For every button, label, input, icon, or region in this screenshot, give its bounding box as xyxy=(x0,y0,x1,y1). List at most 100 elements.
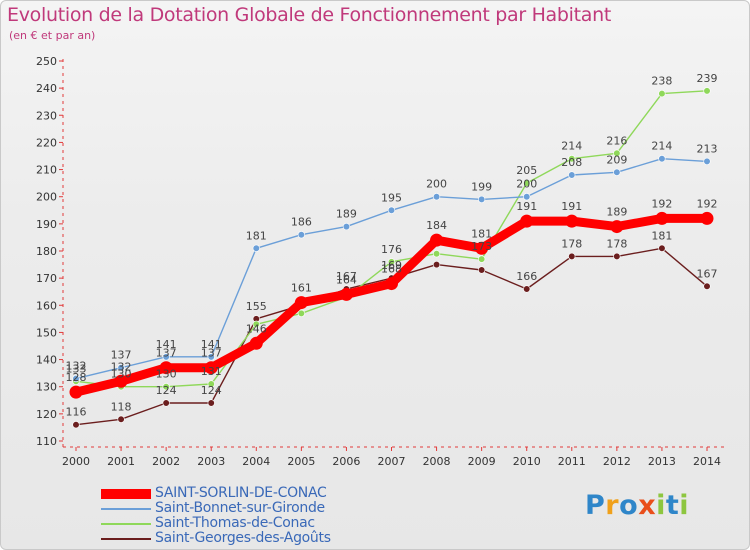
data-point xyxy=(297,231,305,239)
legend-swatch xyxy=(101,508,151,510)
data-label: 130 xyxy=(156,368,177,381)
data-point xyxy=(297,309,305,318)
data-point xyxy=(72,374,80,383)
data-point xyxy=(655,211,669,225)
x-tick-label: 2004 xyxy=(242,455,270,468)
data-label: 176 xyxy=(381,243,402,256)
data-label: 124 xyxy=(201,384,222,397)
data-point xyxy=(475,241,489,255)
data-point xyxy=(613,252,621,261)
x-tick-label: 2003 xyxy=(197,455,225,468)
data-label: 208 xyxy=(561,156,582,169)
data-label: 130 xyxy=(111,368,132,381)
data-label: 209 xyxy=(606,153,627,166)
data-label: 133 xyxy=(66,362,87,375)
data-label: 132 xyxy=(66,360,87,373)
y-tick-label: 190 xyxy=(36,218,57,231)
data-point xyxy=(114,374,128,388)
data-label: 195 xyxy=(381,191,402,204)
data-label: 167 xyxy=(697,267,718,280)
y-tick-label: 240 xyxy=(36,82,57,95)
y-tick-label: 140 xyxy=(36,354,57,367)
data-point xyxy=(568,171,576,179)
data-label: 192 xyxy=(651,197,672,210)
data-point xyxy=(432,260,441,269)
x-tick-label: 2002 xyxy=(152,455,180,468)
data-point xyxy=(478,195,486,204)
data-label: 186 xyxy=(291,216,312,229)
x-tick-label: 2009 xyxy=(468,455,496,468)
x-tick-label: 2011 xyxy=(558,455,586,468)
y-tick-label: 120 xyxy=(36,408,57,421)
data-label: 213 xyxy=(697,142,718,155)
data-label: 161 xyxy=(291,282,312,295)
data-label: 168 xyxy=(381,263,402,276)
data-label: 181 xyxy=(471,227,492,240)
data-label: 238 xyxy=(651,75,672,88)
y-tick-label: 180 xyxy=(36,245,57,258)
x-tick-label: 2010 xyxy=(513,455,541,468)
proxiti-logo: Proxiti xyxy=(585,490,690,521)
legend-swatch xyxy=(101,538,151,540)
data-point xyxy=(207,353,215,361)
data-label: 199 xyxy=(471,180,492,193)
data-point xyxy=(523,193,531,201)
data-label: 181 xyxy=(246,229,267,242)
y-tick-label: 160 xyxy=(36,299,57,312)
data-point xyxy=(613,149,621,157)
y-tick-label: 230 xyxy=(36,109,57,122)
data-label: 169 xyxy=(381,259,402,272)
data-point xyxy=(342,222,351,231)
data-label: 189 xyxy=(336,208,357,221)
data-point xyxy=(658,155,666,163)
data-label: 200 xyxy=(516,178,537,191)
data-point xyxy=(432,193,441,201)
data-label: 200 xyxy=(426,178,447,191)
legend-label: SAINT-SORLIN-DE-CONAC xyxy=(155,485,327,501)
data-point xyxy=(613,168,621,176)
data-label: 191 xyxy=(516,200,537,213)
data-label: 205 xyxy=(516,164,537,177)
data-label: 191 xyxy=(561,200,582,213)
x-tick-label: 2012 xyxy=(603,455,631,468)
legend-label: Saint-Georges-des-Agoûts xyxy=(155,530,331,546)
data-point xyxy=(523,179,531,187)
data-label: 192 xyxy=(697,197,718,210)
legend-swatch xyxy=(101,523,151,525)
data-label: 173 xyxy=(471,240,492,253)
data-label: 141 xyxy=(156,338,177,351)
legend-label: Saint-Bonnet-sur-Gironde xyxy=(155,500,325,516)
data-point xyxy=(703,87,711,95)
data-label: 239 xyxy=(697,72,718,85)
data-point xyxy=(432,250,441,258)
data-label: 178 xyxy=(606,237,627,250)
y-tick-label: 220 xyxy=(36,136,57,149)
data-label: 131 xyxy=(201,365,222,378)
axes: 110 120 130 140 150 160 170 180 190 200 210 220 230 2… xyxy=(36,55,727,468)
data-point xyxy=(204,361,218,375)
data-label: 167 xyxy=(336,270,357,283)
series-layer xyxy=(69,87,714,429)
data-point xyxy=(703,157,711,166)
x-tick-label: 2001 xyxy=(107,455,135,468)
data-label: 214 xyxy=(651,140,672,153)
y-tick-label: 200 xyxy=(36,191,57,204)
data-point xyxy=(700,211,714,225)
data-label: 214 xyxy=(561,140,582,153)
data-point xyxy=(117,364,125,372)
data-point xyxy=(385,277,398,291)
data-label: 166 xyxy=(516,270,537,283)
data-point xyxy=(568,155,576,163)
y-tick-label: 170 xyxy=(36,272,57,285)
data-point xyxy=(339,287,353,301)
x-tick-label: 2007 xyxy=(378,455,406,468)
data-point xyxy=(610,220,624,234)
y-tick-label: 130 xyxy=(36,381,57,394)
x-tick-label: 2005 xyxy=(287,455,315,468)
data-label: 184 xyxy=(426,219,447,232)
legend-label: Saint-Thomas-de-Conac xyxy=(155,515,315,531)
data-point xyxy=(252,320,260,328)
x-tick-label: 2014 xyxy=(693,455,721,468)
